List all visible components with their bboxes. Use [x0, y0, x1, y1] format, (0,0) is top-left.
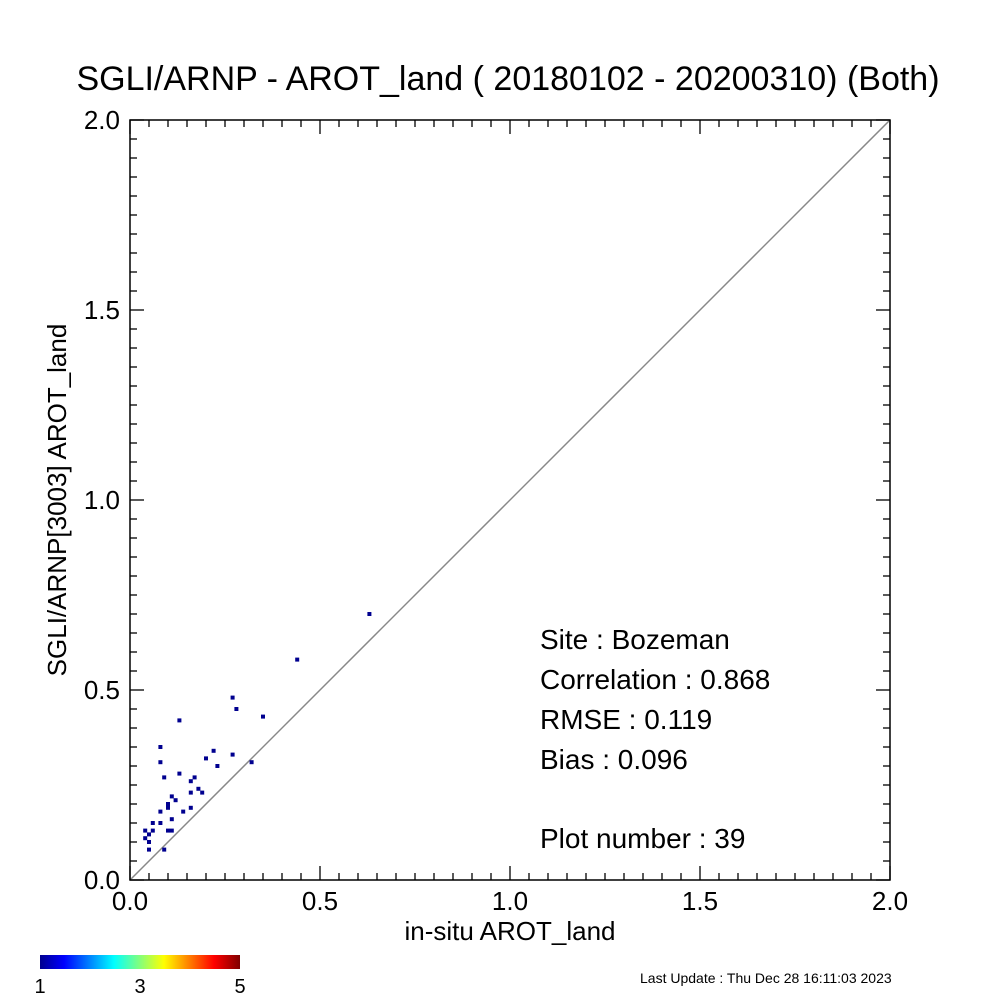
- data-points: [143, 612, 372, 852]
- data-point: [166, 802, 170, 806]
- data-point: [143, 836, 148, 841]
- data-point: [169, 817, 174, 822]
- data-point: [147, 847, 151, 852]
- stat-site: Site : Bozeman: [540, 624, 730, 655]
- data-point: [177, 718, 182, 723]
- data-point: [211, 748, 216, 753]
- data-point: [204, 756, 208, 761]
- data-point: [234, 707, 239, 711]
- data-point: [188, 779, 193, 784]
- data-point: [367, 612, 372, 616]
- data-point: [147, 840, 151, 844]
- chart-title: SGLI/ARNP - AROT_land ( 20180102 - 20200…: [76, 60, 939, 98]
- x-tick-label: 0.5: [302, 886, 338, 916]
- data-point: [158, 745, 163, 749]
- colorbar: [40, 955, 240, 969]
- data-point: [192, 775, 197, 780]
- x-tick-label: 2.0: [872, 886, 908, 916]
- last-update-text: Last Update : Thu Dec 28 16:11:03 2023: [640, 970, 892, 986]
- plot-frame: [129, 119, 891, 881]
- y-tick-label: 1.0: [84, 485, 120, 515]
- y-axis-label: SGLI/ARNP[3003] AROT_land: [42, 324, 72, 677]
- data-point: [173, 798, 178, 803]
- stat-correlation: Correlation : 0.868: [540, 664, 770, 695]
- data-point: [295, 657, 300, 662]
- y-tick-label: 0.5: [84, 675, 120, 705]
- data-point: [158, 821, 163, 825]
- stat-plot-number: Plot number : 39: [540, 823, 745, 854]
- data-point: [200, 790, 205, 795]
- colorbar-label-mid: 3: [134, 976, 145, 998]
- data-point: [147, 832, 151, 837]
- data-point: [162, 847, 167, 852]
- data-point: [166, 828, 170, 833]
- axis-ticks: [129, 119, 891, 881]
- data-point: [181, 809, 186, 814]
- data-point: [166, 805, 170, 810]
- data-point: [230, 695, 235, 700]
- y-tick-label: 2.0: [84, 105, 120, 135]
- data-point: [169, 828, 174, 833]
- data-point: [143, 828, 148, 833]
- data-point: [230, 752, 235, 757]
- data-point: [150, 828, 155, 833]
- one-to-one-line: [129, 119, 891, 881]
- data-point: [188, 790, 193, 795]
- data-point: [261, 714, 265, 719]
- data-point: [177, 771, 182, 776]
- x-axis-label: in-situ AROT_land: [405, 916, 616, 946]
- data-point: [162, 775, 167, 780]
- colorbar-label-min: 1: [34, 976, 45, 998]
- data-point: [188, 805, 193, 810]
- stat-bias: Bias : 0.096: [540, 744, 688, 775]
- stat-rmse: RMSE : 0.119: [540, 704, 712, 735]
- data-point: [196, 786, 201, 791]
- colorbar-label-max: 5: [234, 976, 245, 998]
- x-tick-label: 1.0: [492, 886, 528, 916]
- data-point: [215, 764, 220, 768]
- data-point: [158, 760, 163, 765]
- y-tick-label: 1.5: [84, 295, 120, 325]
- axis-tick-labels: 0.0 0.5 1.0 1.5 2.0 0.0 0.5 1.0 1.5 2.0: [84, 105, 908, 916]
- x-tick-label: 0.0: [112, 886, 148, 916]
- data-point: [150, 821, 155, 825]
- data-point: [249, 760, 254, 765]
- x-tick-label: 1.5: [682, 886, 718, 916]
- data-point: [158, 809, 163, 814]
- data-point: [169, 794, 174, 799]
- y-tick-label: 0.0: [84, 865, 120, 895]
